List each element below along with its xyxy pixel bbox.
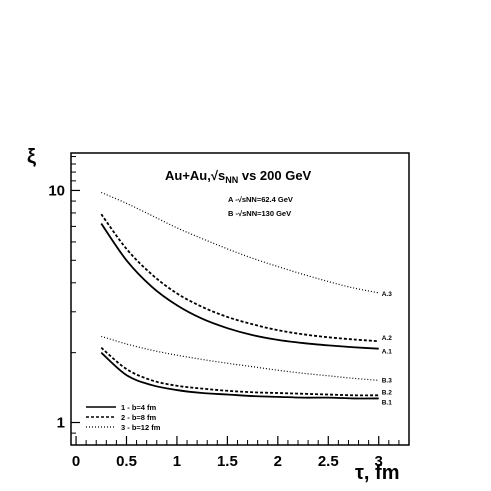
axis-ticks: 0 0.5 1 1.5 2 2.5 3 1 10 [48, 156, 400, 470]
series-end-label: A.2 [382, 335, 393, 342]
legend-label-3: 3 - b=12 fm [121, 423, 161, 432]
x-tick-label: 2.5 [318, 453, 339, 470]
chart-title-tail: vs 200 GeV [238, 168, 311, 183]
plot-frame [70, 152, 410, 446]
x-axis-label: τ, fm [355, 462, 399, 484]
series-end-label: B.1 [382, 399, 393, 406]
series-line [101, 191, 379, 294]
series-line [100, 213, 379, 343]
x-tick-label: 1 [173, 453, 181, 470]
x-tick-label: 0 [72, 453, 80, 470]
series-line [100, 223, 379, 350]
series-end-label: B.3 [382, 377, 393, 384]
chart-title-s: s [218, 168, 225, 183]
series-line [101, 335, 379, 381]
chart-title-nn: NN [225, 175, 238, 185]
series-end-label: A.3 [382, 291, 393, 298]
curves: A.3 A.2 A.1 B.3 B.2 B.1 [100, 191, 393, 406]
x-tick-label: 0.5 [116, 453, 137, 470]
x-tick-label: 3 [375, 453, 383, 470]
legend-label-2: 2 - b=8 fm [121, 413, 157, 422]
legend: 1 - b=4 fm 2 - b=8 fm 3 - b=12 fm [86, 403, 161, 432]
y-tick-label: 10 [48, 182, 65, 199]
x-tick-label: 2 [274, 453, 282, 470]
series-end-label: A.1 [382, 349, 393, 356]
annotation-a: A -√sNN=62.4 GeV [228, 195, 293, 204]
legend-label-1: 1 - b=4 fm [121, 403, 157, 412]
series-line [100, 351, 379, 400]
series-line [100, 347, 379, 397]
series-end-label: B.2 [382, 389, 393, 396]
y-axis-label: ξ [27, 146, 36, 168]
annotation-b: B -√sNN=130 GeV [228, 209, 291, 218]
y-tick-label: 1 [57, 415, 65, 432]
x-tick-label: 1.5 [217, 453, 238, 470]
chart-title: Au+Au,√sNN vs 200 GeV [165, 168, 312, 185]
